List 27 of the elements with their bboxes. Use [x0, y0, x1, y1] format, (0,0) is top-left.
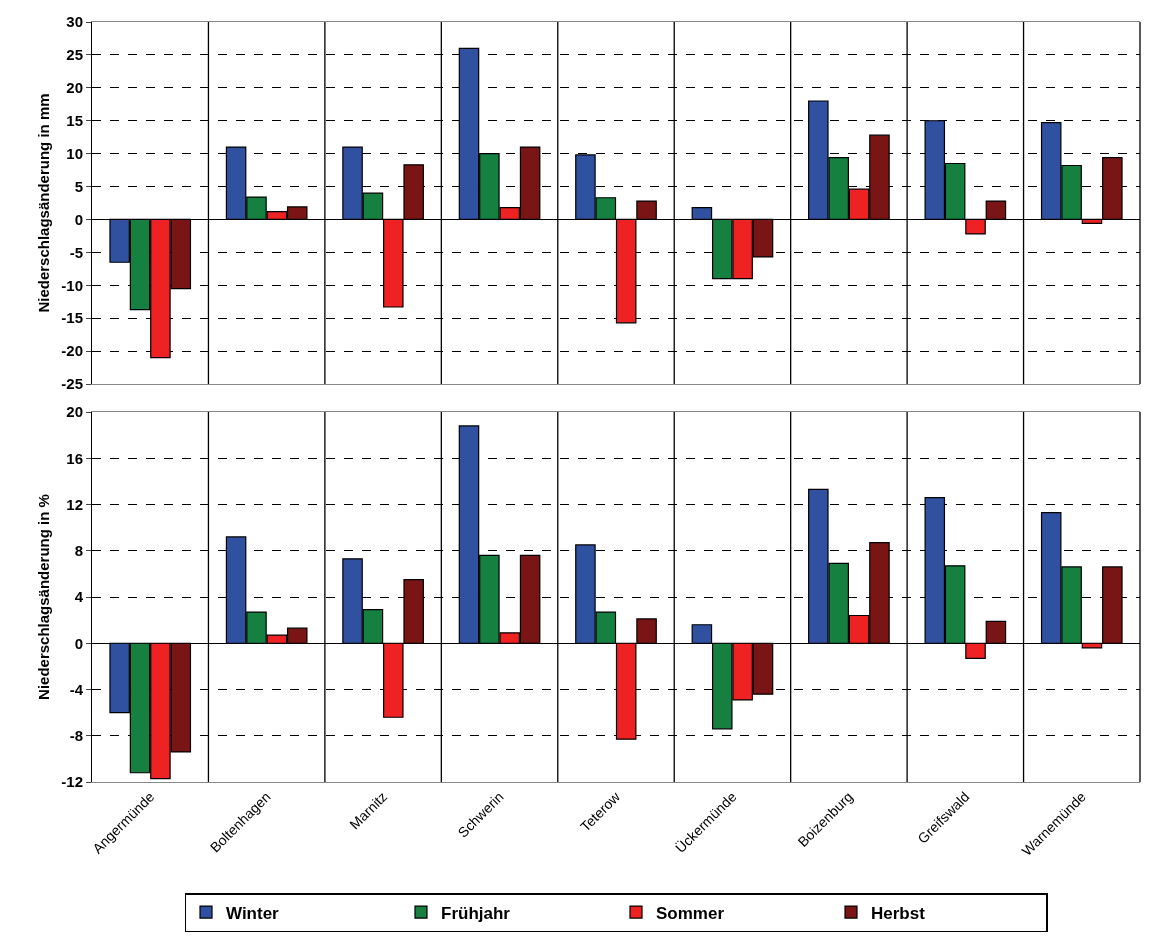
- y-tick-label: 20: [66, 403, 83, 421]
- y-tick-label: 15: [66, 111, 83, 129]
- y-tick-label: -20: [61, 342, 83, 360]
- y-tick-label: 8: [74, 542, 83, 559]
- y-tick-label: 0: [74, 210, 83, 228]
- y-tick-label: 10: [66, 144, 83, 162]
- y-tick-label: 0: [74, 634, 83, 652]
- y-tick-label: -10: [61, 276, 83, 294]
- legend-label: Herbst: [871, 903, 926, 923]
- y-tick-label: -15: [61, 309, 83, 327]
- y-tick-label: -8: [69, 727, 83, 744]
- y-axis-title: Niederschlagsänderung in mm: [34, 93, 52, 313]
- y-tick-label: -25: [61, 375, 83, 393]
- y-tick-label: -5: [69, 243, 83, 261]
- legend-label: Frühjahr: [441, 903, 511, 923]
- y-tick-label: -12: [61, 773, 83, 791]
- y-axis-title: Niederschlagsänderung in %: [34, 494, 52, 700]
- y-tick-label: -4: [69, 680, 84, 698]
- legend-label: Sommer: [656, 903, 725, 923]
- y-tick-label: 20: [66, 79, 83, 97]
- y-tick-label: 16: [66, 449, 83, 467]
- legend-label: Winter: [226, 903, 280, 923]
- y-tick-label: 4: [74, 588, 84, 606]
- y-tick-label: 5: [74, 177, 83, 195]
- y-tick-label: 25: [66, 46, 83, 64]
- y-tick-label: 12: [66, 495, 83, 513]
- y-tick-label: 30: [66, 13, 83, 31]
